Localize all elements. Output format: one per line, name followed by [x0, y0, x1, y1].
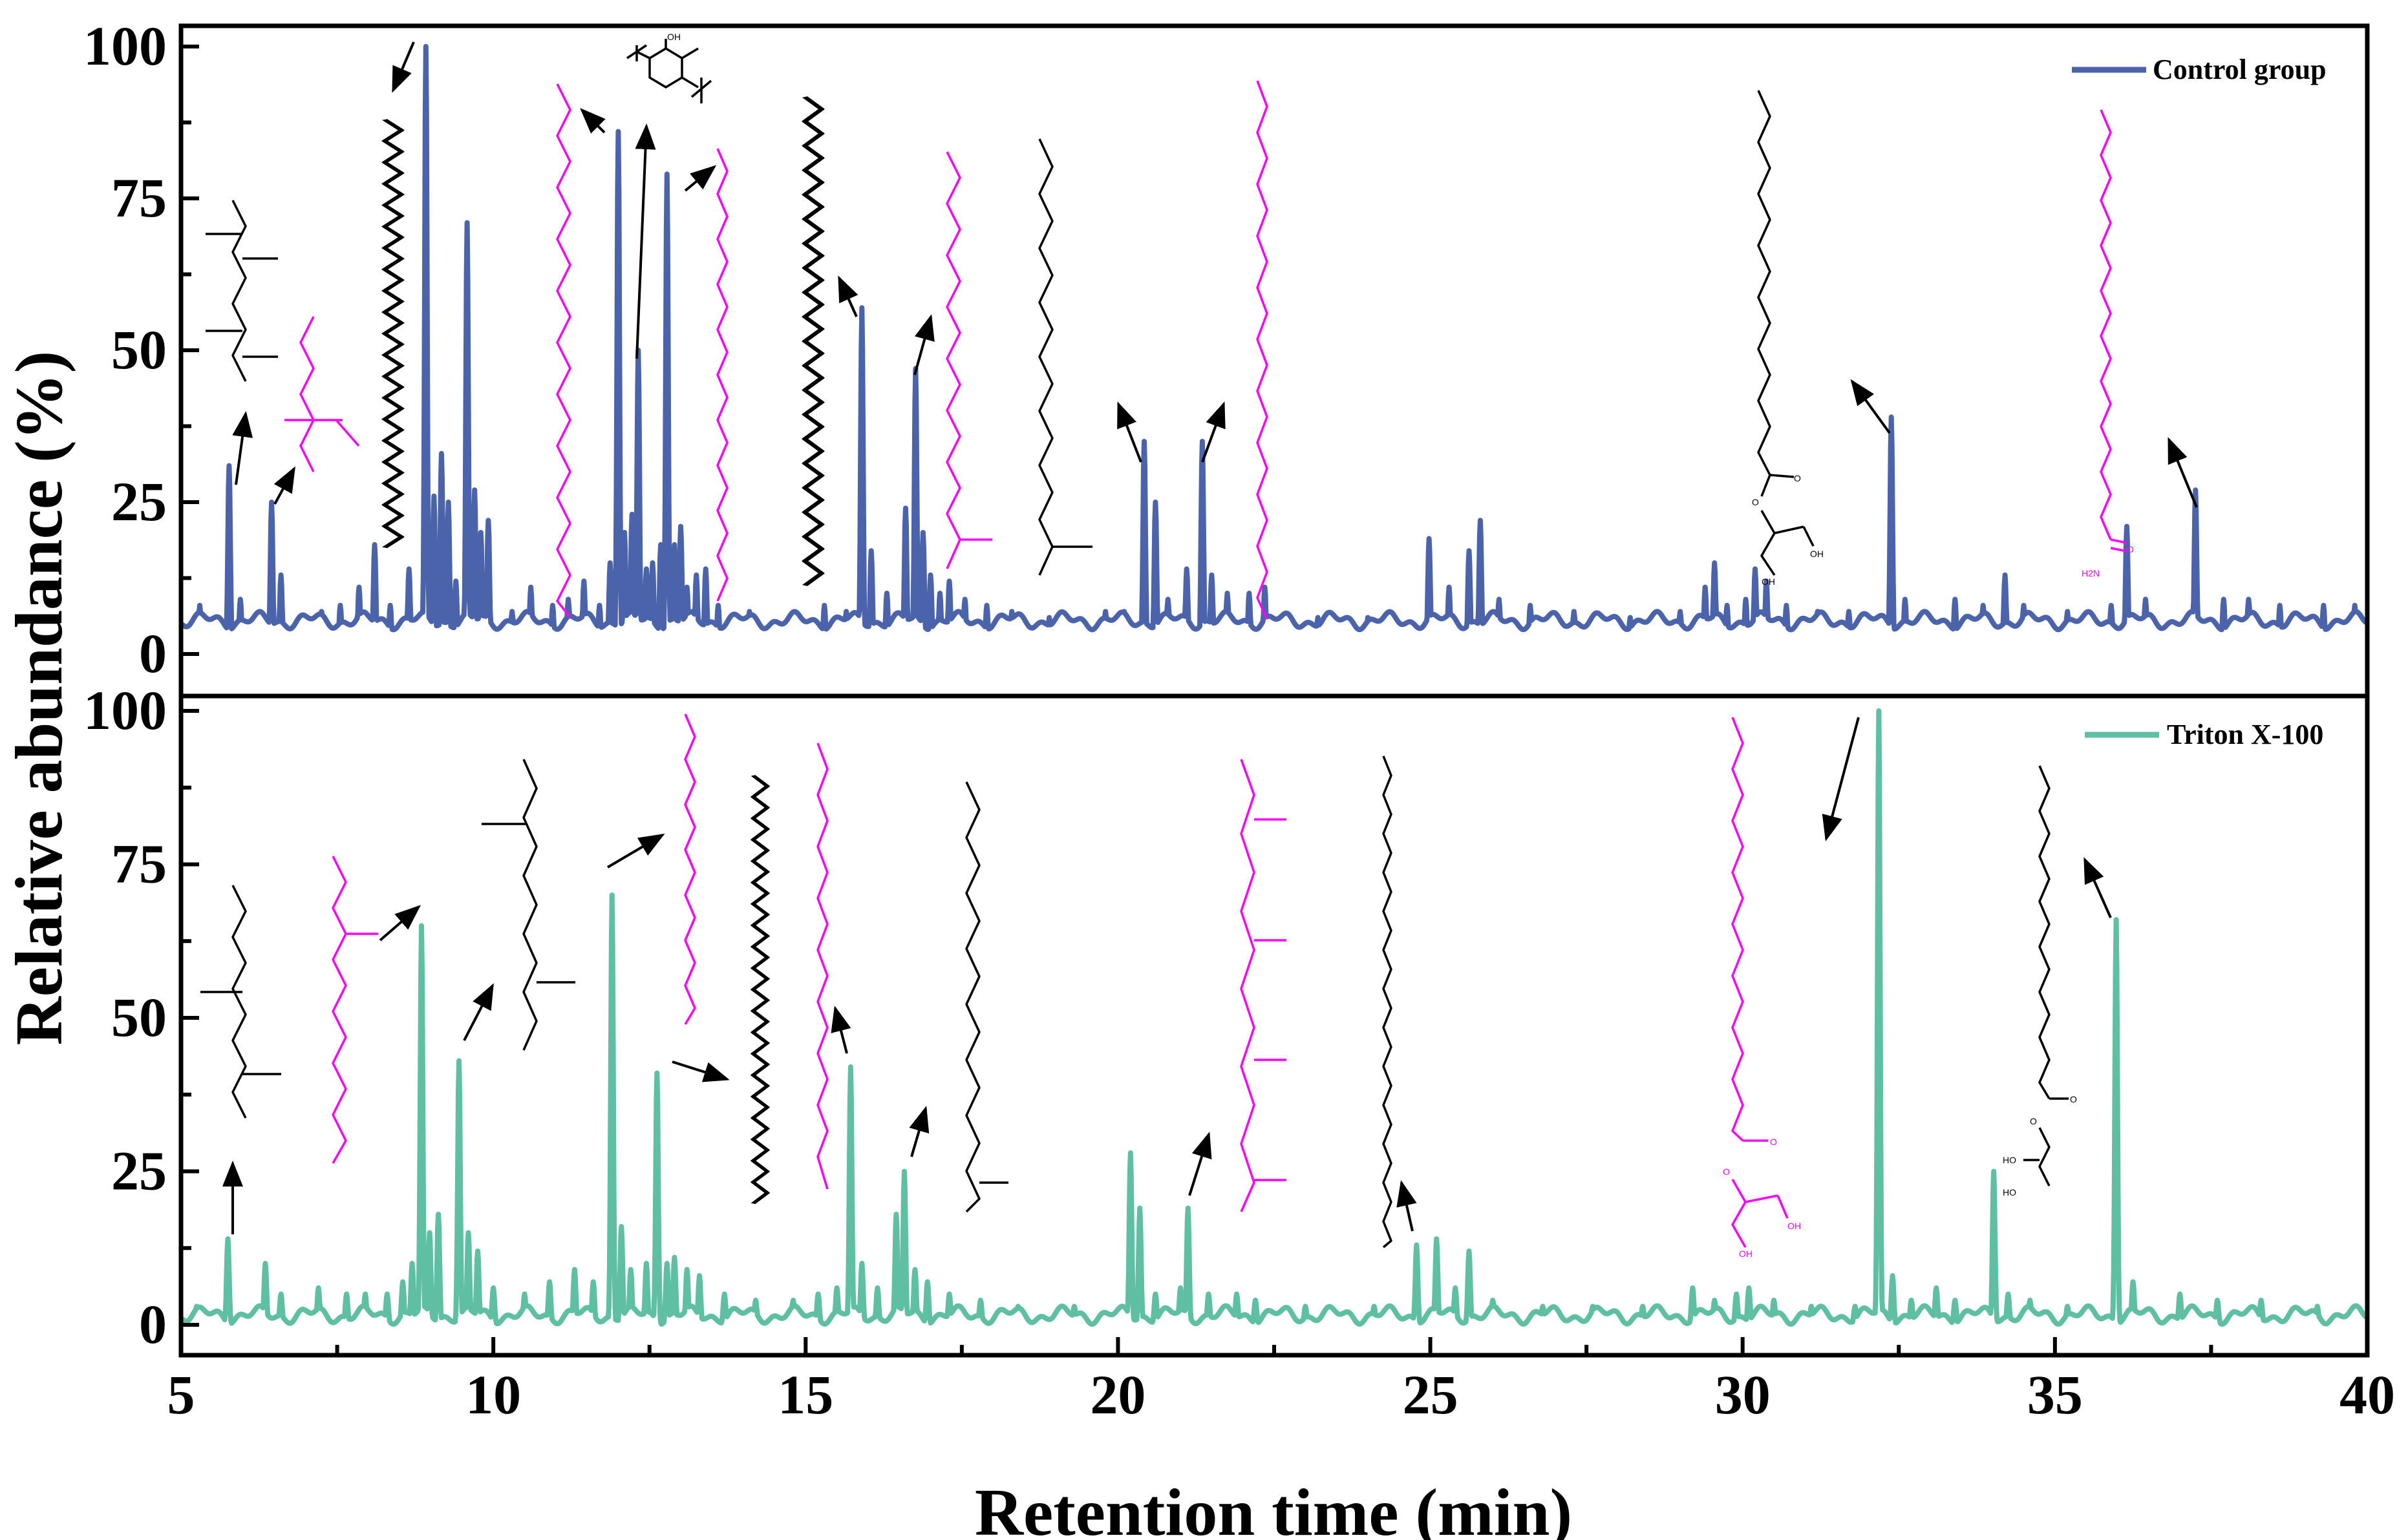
y-tick-label: 100	[83, 15, 167, 77]
amide-magenta-structure: H2N O	[2082, 109, 2134, 578]
x-tick-label: 10	[465, 1364, 521, 1426]
dimethyl-alkane-structure-b	[482, 759, 575, 1051]
y-tick-label: 25	[111, 470, 167, 533]
control-group-annotation-arrows	[232, 41, 2198, 508]
branched-alkane-structure-b	[200, 885, 281, 1119]
linear-alkane-magenta-structure	[556, 83, 571, 618]
branched-alkane-magenta-structure-2	[946, 151, 992, 569]
monoglyceride-structure-b: O O HO HO	[2003, 765, 2077, 1197]
svg-text:O: O	[2030, 1116, 2037, 1126]
linear-alkane-structure-2	[805, 97, 822, 585]
svg-text:OH: OH	[1739, 1249, 1753, 1259]
x-tick-label: 40	[2339, 1364, 2395, 1426]
linear-alkane-structure	[385, 120, 401, 547]
annotation-arrow	[831, 1006, 851, 1054]
triton-legend-label: Triton X-100	[2167, 719, 2323, 750]
svg-text:O: O	[1794, 473, 1801, 483]
annotation-arrow	[838, 275, 858, 317]
svg-text:O: O	[2127, 544, 2134, 554]
x-tick-label: 35	[2027, 1364, 2083, 1426]
linear-alkane-magenta-structure-b	[684, 713, 696, 1025]
svg-text:O: O	[1752, 497, 1759, 507]
phenol-structure: OH	[626, 32, 712, 103]
control-group-panel	[179, 44, 2369, 633]
annotation-arrow	[1201, 401, 1226, 463]
annotation-arrow	[909, 1106, 930, 1157]
control-group-structure-drawings: OH O O OH OH	[206, 32, 2134, 620]
annotation-arrow	[580, 108, 606, 134]
methyl-branched-alkane-structure-b	[965, 781, 1008, 1213]
svg-text:HO: HO	[2003, 1155, 2016, 1165]
linear-alkane-magenta-structure-2	[716, 148, 729, 602]
linear-alkane-structure-b	[753, 775, 767, 1203]
x-tick-label: 20	[1090, 1364, 1145, 1426]
y-tick-label: 50	[111, 986, 167, 1048]
x-tick-label: 5	[167, 1364, 195, 1426]
triton-annotation-arrows	[222, 717, 2112, 1234]
triton-structure-drawings: O O OH OH O O HO HO	[200, 713, 2077, 1259]
svg-text:OH: OH	[1810, 549, 1824, 559]
annotation-arrow	[1850, 379, 1891, 434]
annotation-arrow	[606, 833, 665, 869]
svg-text:H2N: H2N	[2082, 568, 2100, 578]
svg-text:O: O	[1770, 1137, 1777, 1147]
svg-text:OH: OH	[1787, 1221, 1801, 1231]
methyl-branched-alkane-structure	[1038, 138, 1092, 576]
annotation-arrow	[1822, 717, 1860, 841]
svg-text:OH: OH	[1762, 576, 1775, 587]
annotation-arrow	[232, 411, 253, 485]
linear-alkane-magenta-structure-b2	[816, 743, 829, 1190]
y-tick-label: 50	[111, 319, 167, 381]
annotation-arrow	[1396, 1180, 1417, 1232]
control-group-plot-frame	[178, 23, 2370, 699]
annotation-arrow	[463, 983, 494, 1041]
svg-text:OH: OH	[667, 32, 681, 42]
branched-alkane-magenta-structure-b	[332, 856, 378, 1164]
annotation-arrow	[2168, 437, 2198, 508]
triton-plot-frame	[178, 693, 2370, 1358]
x-axis-title: Retention time (min)	[975, 1475, 1572, 1540]
long-chain-alkane-structure-b	[1382, 755, 1392, 1249]
annotation-arrow	[635, 123, 656, 359]
annotation-arrow	[1117, 401, 1142, 463]
linear-alkane-magenta-structure-3	[1256, 80, 1268, 620]
y-axis-title: Relative abundance (%)	[2, 351, 76, 1046]
svg-text:O: O	[1723, 1166, 1730, 1177]
annotation-arrow	[1188, 1132, 1212, 1196]
x-tick-label: 30	[1715, 1364, 1771, 1426]
branched-alkane-magenta-structure	[284, 316, 360, 472]
y-tick-label: 100	[83, 679, 167, 741]
y-tick-label: 75	[111, 167, 167, 229]
annotation-arrow	[392, 41, 415, 93]
annotation-arrow	[913, 314, 935, 375]
y-tick-label: 75	[111, 833, 167, 895]
triton-series-line	[179, 708, 2369, 1327]
control-group-legend-label: Control group	[2153, 54, 2327, 85]
y-tick-label: 25	[111, 1140, 167, 1202]
annotation-arrow	[273, 466, 295, 505]
triton-panel	[179, 708, 2369, 1327]
annotation-arrow	[379, 905, 421, 942]
y-tick-label: 0	[139, 1293, 167, 1355]
monoglyceride-magenta-structure-b: O O OH OH	[1723, 717, 1801, 1259]
x-tick-label: 15	[778, 1364, 833, 1426]
x-tick-label: 25	[1403, 1364, 1458, 1426]
annotation-arrow	[684, 165, 717, 192]
y-tick-label: 0	[139, 622, 167, 684]
triton-legend: Triton X-100	[2085, 719, 2323, 750]
annotation-arrow	[2083, 857, 2112, 918]
methyl-branched-alkane-magenta-structure-b	[1240, 759, 1286, 1212]
control-group-series-line	[179, 44, 2369, 633]
svg-text:O: O	[2070, 1094, 2077, 1104]
branched-alkane-structure	[206, 200, 278, 382]
annotation-arrow	[672, 1060, 730, 1082]
monoglyceride-structure: O O OH OH	[1752, 90, 1824, 587]
control-group-legend: Control group	[2072, 54, 2327, 85]
svg-text:HO: HO	[2003, 1187, 2016, 1197]
